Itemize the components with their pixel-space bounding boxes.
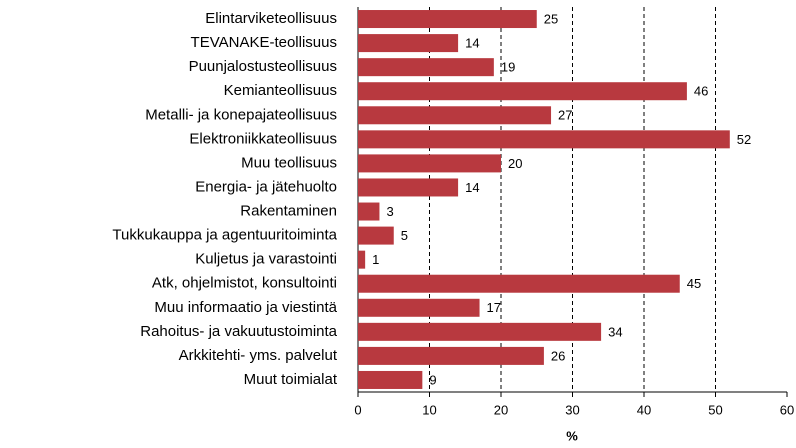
- bar: [358, 58, 494, 77]
- bar: [358, 82, 687, 101]
- bar: [358, 226, 394, 245]
- bar: [358, 346, 544, 365]
- x-tick-label: 60: [780, 402, 794, 417]
- value-label: 25: [544, 11, 558, 26]
- value-label: 20: [508, 156, 522, 171]
- value-label: 34: [608, 324, 622, 339]
- y-tick-label: Elektroniikkateollisuus: [189, 130, 337, 147]
- y-tick-label: Tukkukauppa ja agentuuritoiminta: [112, 227, 337, 244]
- bar: [358, 202, 380, 221]
- bar: [358, 10, 537, 29]
- bar: [358, 322, 602, 341]
- value-label: 5: [401, 228, 408, 243]
- value-label: 26: [551, 348, 565, 363]
- y-tick-label: Elintarviketeollisuus: [205, 10, 337, 27]
- x-tick-label: 30: [565, 402, 579, 417]
- x-tick-label: 40: [637, 402, 651, 417]
- y-tick-label: Metalli- ja konepajateollisuus: [145, 106, 337, 123]
- value-label: 19: [501, 60, 515, 75]
- value-label: 17: [487, 300, 501, 315]
- y-tick-label: Muut toimialat: [244, 371, 338, 388]
- y-tick-label: Puunjalostusteollisuus: [189, 58, 337, 75]
- value-label: 46: [694, 84, 708, 99]
- x-tick-label: 10: [422, 402, 436, 417]
- value-label: 45: [687, 276, 701, 291]
- value-label: 14: [465, 180, 479, 195]
- value-label: 27: [558, 108, 572, 123]
- bar: [358, 130, 730, 149]
- bar: [358, 106, 552, 125]
- value-label: 14: [465, 36, 479, 51]
- y-tick-label: Atk, ohjelmistot, konsultointi: [152, 275, 337, 292]
- bar: [358, 34, 459, 53]
- x-tick-label: 0: [354, 402, 361, 417]
- y-tick-label: Rakentaminen: [240, 203, 337, 220]
- value-label: 9: [429, 372, 436, 387]
- x-axis-label: %: [566, 428, 578, 443]
- value-label: 52: [737, 132, 751, 147]
- bar: [358, 274, 680, 293]
- y-tick-label: Muu teollisuus: [241, 154, 337, 171]
- y-tick-label: Kuljetus ja varastointi: [195, 251, 337, 268]
- x-tick-label: 50: [708, 402, 722, 417]
- bar: [358, 298, 480, 317]
- x-tick-label: 20: [494, 402, 508, 417]
- value-label: 1: [372, 252, 379, 267]
- bar: [358, 178, 459, 197]
- y-tick-label: TEVANAKE-teollisuus: [191, 34, 337, 51]
- y-tick-label: Rahoitus- ja vakuutustoiminta: [140, 323, 337, 340]
- bar: [358, 154, 501, 173]
- y-tick-label: Arkkitehti- yms. palvelut: [179, 347, 338, 364]
- y-tick-label: Kemianteollisuus: [224, 82, 337, 99]
- bar: [358, 370, 423, 389]
- y-tick-label: Energia- ja jätehuolto: [195, 178, 337, 195]
- y-tick-label: Muu informaatio ja viestintä: [154, 299, 337, 316]
- bar: [358, 250, 366, 269]
- value-label: 3: [386, 204, 393, 219]
